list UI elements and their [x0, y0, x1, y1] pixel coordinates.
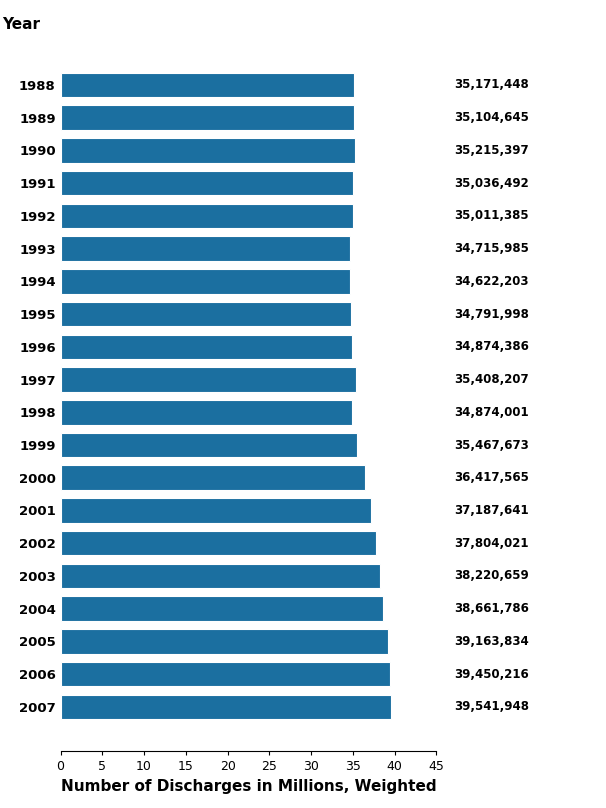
Text: 35,011,385: 35,011,385	[454, 209, 529, 222]
Text: 35,171,448: 35,171,448	[454, 78, 529, 91]
Text: 35,036,492: 35,036,492	[454, 177, 529, 190]
Text: 39,163,834: 39,163,834	[454, 635, 529, 648]
Bar	[61, 204, 353, 228]
Text: Year: Year	[2, 17, 41, 32]
Bar	[61, 106, 354, 130]
Bar	[61, 269, 350, 293]
Bar	[61, 368, 356, 392]
Text: 35,104,645: 35,104,645	[454, 112, 530, 124]
Text: 39,450,216: 39,450,216	[454, 667, 529, 680]
Bar	[61, 171, 353, 196]
Bar	[61, 335, 351, 359]
Bar	[61, 596, 384, 621]
Bar	[61, 695, 391, 719]
Bar	[61, 73, 355, 97]
Text: 34,874,386: 34,874,386	[454, 340, 530, 353]
Text: 37,804,021: 37,804,021	[454, 537, 529, 549]
Text: 35,215,397: 35,215,397	[454, 144, 529, 157]
Bar	[61, 237, 350, 261]
Bar	[61, 662, 390, 686]
Text: 35,467,673: 35,467,673	[454, 439, 529, 452]
Bar	[61, 400, 351, 424]
Bar	[61, 302, 351, 326]
Text: 37,187,641: 37,187,641	[454, 504, 529, 517]
Text: 34,622,203: 34,622,203	[454, 275, 529, 288]
X-axis label: Number of Discharges in Millions, Weighted: Number of Discharges in Millions, Weight…	[61, 779, 436, 794]
Bar	[61, 629, 388, 654]
Text: 38,661,786: 38,661,786	[454, 602, 530, 615]
Text: 39,541,948: 39,541,948	[454, 701, 530, 713]
Bar	[61, 433, 357, 457]
Bar	[61, 465, 365, 490]
Text: 38,220,659: 38,220,659	[454, 570, 529, 583]
Bar	[61, 138, 355, 162]
Text: 35,408,207: 35,408,207	[454, 373, 529, 386]
Text: 36,417,565: 36,417,565	[454, 471, 530, 484]
Bar	[61, 499, 371, 523]
Text: 34,874,001: 34,874,001	[454, 406, 529, 419]
Bar	[61, 564, 380, 588]
Text: 34,791,998: 34,791,998	[454, 308, 530, 321]
Text: 34,715,985: 34,715,985	[454, 242, 530, 255]
Bar	[61, 531, 376, 555]
